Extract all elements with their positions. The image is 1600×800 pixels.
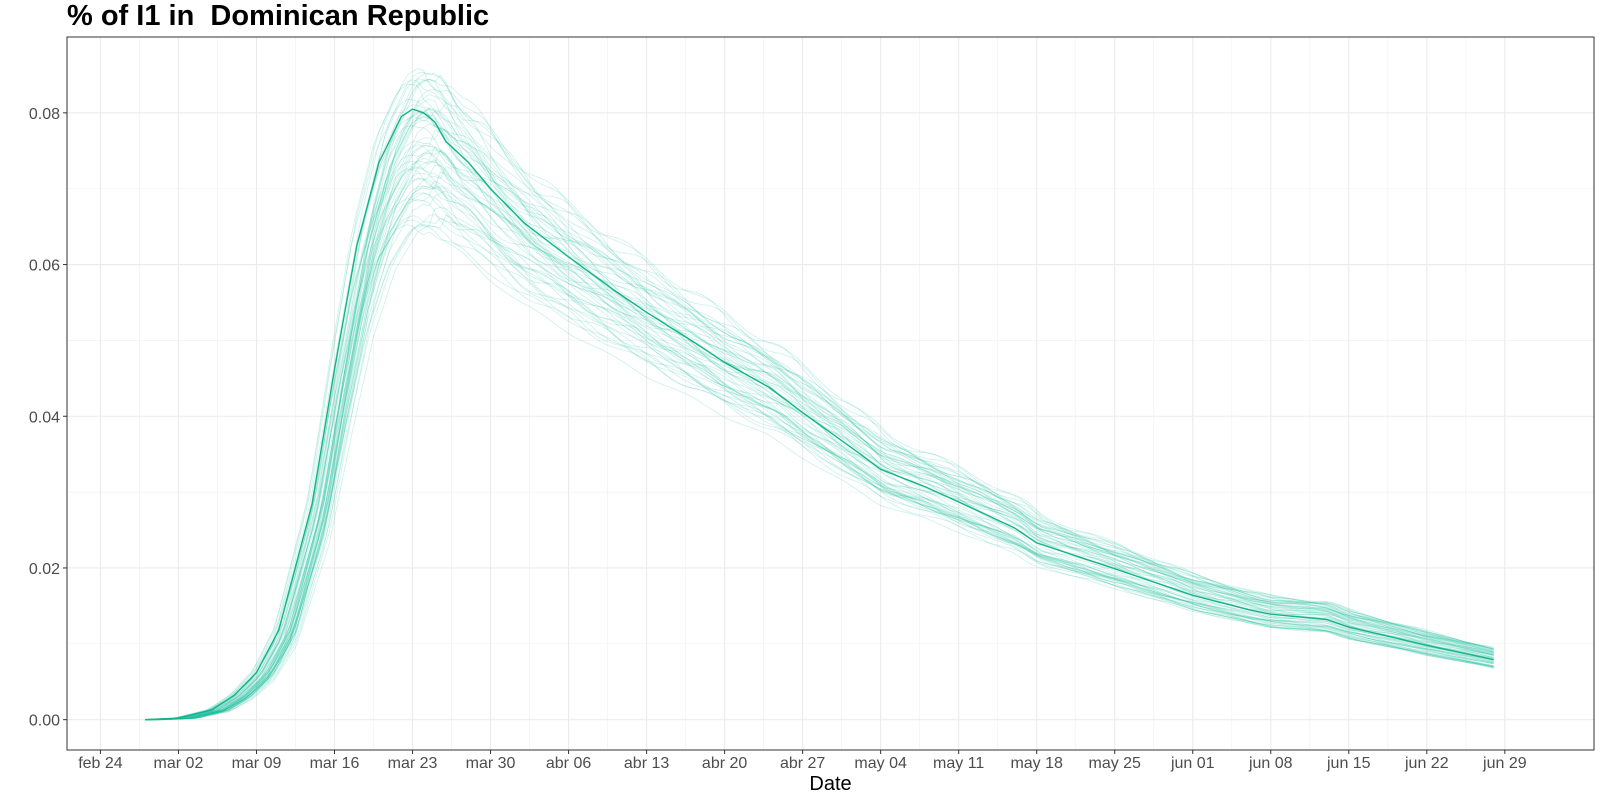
y-tick-label: 0.04: [29, 409, 60, 426]
x-axis: feb 24 mar 02 mar 09 mar 16 mar 23 mar 30 abr …: [78, 750, 1527, 772]
ensemble-line: [145, 101, 1494, 721]
x-tick-label: may 11: [933, 755, 984, 772]
ensemble-line: [144, 161, 1494, 721]
ensemble-line: [144, 195, 1494, 721]
x-tick-label: abr 06: [546, 755, 591, 772]
ensemble-line: [145, 72, 1494, 721]
x-tick-label: abr 20: [702, 755, 747, 772]
ensemble-line: [145, 217, 1494, 721]
y-tick-label: 0.00: [29, 713, 60, 730]
ensemble-line: [145, 192, 1494, 721]
x-tick-label: jun 08: [1248, 755, 1293, 772]
ensemble-line: [145, 112, 1494, 721]
y-tick-label: 0.06: [29, 258, 60, 275]
x-tick-label: may 18: [1010, 755, 1063, 772]
ensemble-line: [145, 78, 1494, 721]
x-tick-label: may 04: [854, 755, 907, 772]
ensemble-line: [145, 180, 1494, 721]
ensemble-line: [145, 224, 1494, 721]
ensemble-line: [145, 190, 1494, 721]
ensemble-line: [145, 94, 1494, 721]
ensemble-line: [144, 104, 1494, 721]
ensemble-line: [145, 150, 1494, 721]
ensemble-line: [144, 98, 1494, 720]
x-tick-label: jun 22: [1404, 755, 1449, 772]
x-tick-label: jun 15: [1326, 755, 1371, 772]
ensemble-line: [144, 219, 1494, 720]
x-tick-label: may 25: [1088, 755, 1141, 772]
x-tick-label: mar 16: [310, 755, 360, 772]
ensemble-line: [145, 89, 1494, 721]
ensemble-line: [144, 141, 1494, 721]
ensemble-line: [144, 83, 1494, 720]
x-tick-label: feb 24: [78, 755, 123, 772]
x-tick-label: mar 02: [154, 755, 204, 772]
ensemble-line: [145, 129, 1494, 721]
ensemble-line: [145, 98, 1494, 721]
ensemble-line: [144, 167, 1494, 721]
ensemble-line: [145, 149, 1494, 721]
ensemble-line: [145, 184, 1494, 721]
ensemble-line: [145, 111, 1494, 721]
ensemble-line: [145, 171, 1494, 721]
y-axis: 0.00 0.02 0.04 0.06 0.08: [29, 106, 67, 730]
x-tick-label: jun 01: [1170, 755, 1215, 772]
ensemble-line: [145, 110, 1494, 721]
ensemble-line: [145, 214, 1494, 721]
ensemble-line: [145, 74, 1494, 721]
ensemble-line: [144, 79, 1494, 721]
ensemble-line: [145, 178, 1494, 721]
plot-panel: [67, 37, 1594, 750]
ensemble-line: [144, 168, 1494, 720]
x-tick-label: abr 13: [624, 755, 669, 772]
ensemble-line: [145, 164, 1494, 721]
plot-background: [67, 37, 1594, 750]
ensemble-line: [145, 165, 1494, 721]
ensemble-line: [144, 177, 1494, 721]
ensemble-line: [145, 126, 1494, 721]
x-tick-label: mar 30: [466, 755, 516, 772]
ensemble-line: [145, 146, 1494, 721]
x-tick-label: jun 29: [1482, 755, 1527, 772]
ensemble-line: [145, 123, 1494, 721]
ensemble-line: [144, 107, 1494, 721]
ensemble-line: [144, 68, 1494, 721]
ensemble-line: [145, 186, 1494, 721]
gridlines: [67, 37, 1594, 750]
ensemble-line: [144, 160, 1494, 720]
ensemble-line: [145, 115, 1494, 721]
chart-title: % of I1 in Dominican Republic: [67, 0, 490, 32]
panel-border: [66, 36, 1595, 751]
panel-border-rect: [66, 36, 1595, 751]
x-tick-label: mar 09: [232, 755, 282, 772]
ensemble-line: [144, 144, 1494, 721]
x-tick-label: abr 27: [780, 755, 825, 772]
y-tick-label: 0.08: [29, 106, 60, 123]
ensemble-line: [144, 224, 1494, 720]
x-tick-label: mar 23: [388, 755, 438, 772]
ensemble-line: [145, 109, 1494, 721]
y-tick-label: 0.02: [29, 561, 60, 578]
ensemble-line: [145, 112, 1494, 721]
ensemble-lines: [144, 68, 1494, 721]
ensemble-line: [144, 152, 1494, 721]
x-axis-title: Date: [809, 773, 851, 795]
ensemble-line: [145, 145, 1494, 721]
median-line: [144, 108, 1494, 721]
ensemble-line: [144, 115, 1494, 721]
ensemble-line: [144, 198, 1494, 720]
ensemble-line: [145, 206, 1494, 721]
ensemble-line: [145, 149, 1494, 721]
median-series: [144, 108, 1494, 721]
ensemble-line: [145, 119, 1494, 721]
